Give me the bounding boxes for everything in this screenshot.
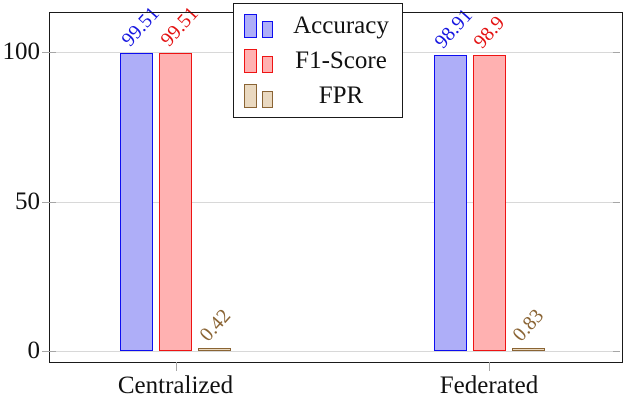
legend-swatch-icon-accuracy [242, 13, 288, 38]
legend-swatch-icon-fpr [242, 83, 288, 108]
legend-bar-glyph-big [244, 13, 257, 38]
bar-value-label-fpr-federated: 0.83 [508, 304, 549, 346]
xtick-label-centralized: Centralized [117, 372, 234, 399]
ytick-mark-right-100 [613, 52, 620, 53]
legend-bar-glyph-big [244, 48, 257, 73]
gridline-y-50 [50, 201, 620, 203]
bar-f1-score-federated [472, 55, 506, 351]
legend-label-accuracy: Accuracy [293, 11, 389, 39]
xtick-mark-federated [489, 362, 490, 371]
legend-label-fpr: FPR [318, 81, 364, 109]
legend-bar-glyph-small [262, 20, 273, 38]
legend-bar-glyph-small [262, 90, 273, 108]
bar-f1-score-centralized [159, 53, 192, 351]
legend-bar-glyph-big [244, 83, 257, 108]
ytick-label-50: 50 [15, 187, 40, 215]
legend-entry-fpr: FPR [242, 78, 394, 113]
bar-fpr-centralized [198, 347, 231, 351]
bar-accuracy-federated [433, 55, 467, 351]
legend-bar-glyph-small [262, 55, 273, 73]
ytick-mark-left-0 [42, 351, 56, 352]
xtick-mark-centralized [175, 362, 177, 371]
bar-value-label-f1-score-centralized: 99.51 [155, 2, 203, 52]
ytick-mark-left-50 [42, 201, 56, 203]
ytick-label-0: 0 [27, 337, 41, 364]
legend-entry-f1-score: F1-Score [242, 43, 394, 78]
legend-box: Accuracy F1-Score FPR [233, 3, 403, 118]
bar-accuracy-centralized [120, 53, 153, 351]
legend-label-f1-score: F1-Score [295, 46, 387, 74]
legend-entry-accuracy: Accuracy [242, 8, 394, 43]
gridline-y-0 [50, 351, 620, 352]
xtick-label-federated: Federated [439, 372, 539, 399]
ytick-mark-right-0 [613, 351, 620, 352]
ytick-label-100: 100 [2, 38, 41, 65]
bar-value-label-accuracy-federated: 98.91 [430, 4, 477, 53]
bar-value-label-accuracy-centralized: 99.51 [116, 2, 164, 52]
ytick-mark-right-50 [613, 201, 620, 203]
bar-fpr-federated [511, 347, 545, 351]
ytick-mark-left-100 [42, 52, 56, 53]
legend-swatch-icon-f1-score [242, 48, 288, 73]
bar-value-label-fpr-centralized: 0.42 [194, 304, 235, 346]
